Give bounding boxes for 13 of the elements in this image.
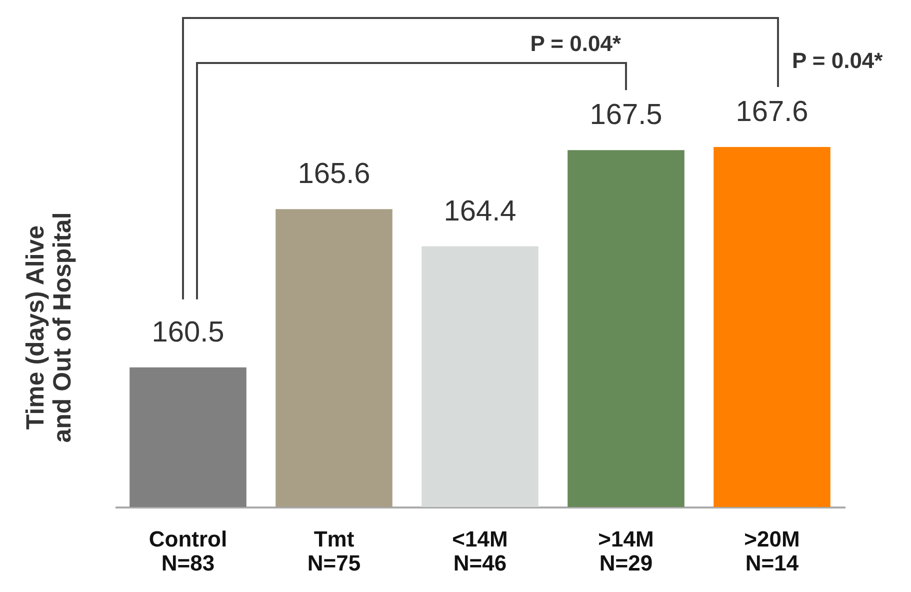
x-tick-label: Tmt N=75 — [307, 526, 361, 576]
y-axis-title: Time (days) Alive and Out of Hospital — [22, 212, 76, 443]
text: P = 0.04* — [792, 48, 884, 73]
x-tick-label: Control N=83 — [148, 526, 228, 576]
x-tick-label: >20M N=14 — [744, 526, 800, 576]
data-label: 164.4 — [444, 195, 516, 228]
text: P = 0.04* — [530, 31, 622, 56]
data-label: 167.5 — [590, 99, 662, 132]
x-tick-label: >14M N=29 — [598, 526, 654, 576]
data-label: 167.6 — [736, 96, 808, 128]
data-label: 160.5 — [152, 316, 224, 348]
data-label: 165.6 — [298, 158, 370, 190]
x-tick-label: <14M N=46 — [452, 526, 508, 576]
